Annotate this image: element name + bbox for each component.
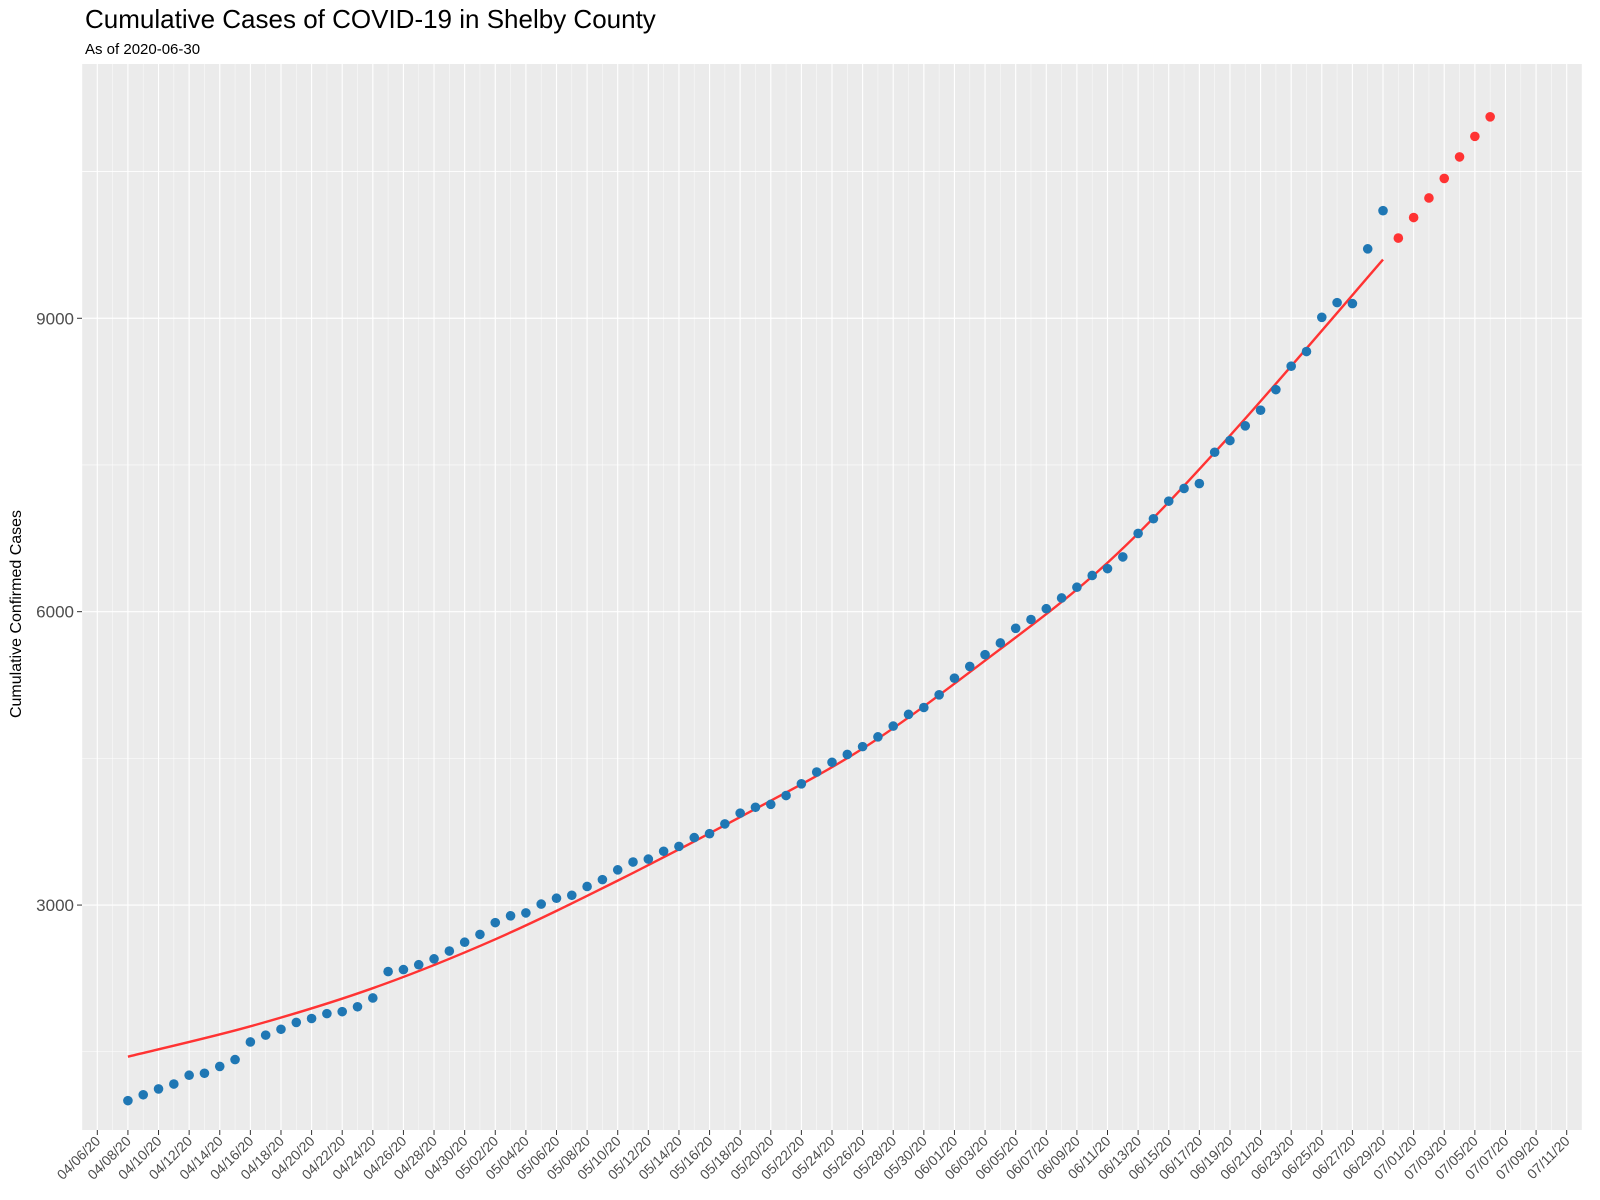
observed-point xyxy=(368,993,378,1003)
observed-point xyxy=(674,841,684,852)
observed-point xyxy=(536,899,546,909)
observed-point xyxy=(337,1006,348,1017)
observed-point xyxy=(138,1089,149,1100)
observed-point xyxy=(1148,513,1159,524)
observed-point xyxy=(1041,603,1052,614)
observed-point xyxy=(720,819,730,829)
observed-point xyxy=(1240,421,1251,431)
observed-point xyxy=(1179,483,1189,494)
chart-subtitle: As of 2020-06-30 xyxy=(85,41,201,58)
observed-point xyxy=(704,828,715,839)
observed-point xyxy=(903,709,914,720)
observed-point xyxy=(689,832,700,843)
observed-point xyxy=(811,767,822,777)
observed-point xyxy=(765,799,776,810)
observed-point xyxy=(1301,346,1312,357)
grid-lines xyxy=(81,64,1583,1130)
observed-point xyxy=(521,908,531,918)
observed-point xyxy=(322,1008,332,1019)
observed-point xyxy=(398,964,409,975)
observed-point xyxy=(123,1095,133,1106)
observed-point xyxy=(1255,405,1266,416)
observed-point xyxy=(352,1001,363,1012)
observed-point xyxy=(383,966,393,977)
observed-point xyxy=(1087,570,1098,581)
observed-point xyxy=(566,890,577,901)
observed-point xyxy=(505,911,516,921)
observed-point xyxy=(1378,205,1388,216)
observed-point xyxy=(964,661,975,672)
observed-point xyxy=(873,732,883,742)
observed-point xyxy=(612,865,623,875)
observed-point xyxy=(658,846,669,857)
observed-point xyxy=(1362,244,1373,254)
observed-point xyxy=(1286,361,1296,371)
forecast-point xyxy=(1424,193,1434,203)
observed-point xyxy=(1194,478,1205,489)
observed-point xyxy=(980,649,990,660)
observed-point xyxy=(475,929,485,940)
observed-point xyxy=(184,1070,194,1081)
observed-point xyxy=(781,790,791,801)
observed-point xyxy=(230,1054,240,1065)
observed-point xyxy=(1209,447,1220,458)
observed-point xyxy=(842,749,853,760)
y-tick-label: 6000 xyxy=(36,603,74,622)
observed-point xyxy=(1271,384,1281,395)
observed-point xyxy=(934,689,944,700)
forecast-point xyxy=(1470,131,1480,142)
observed-point xyxy=(1133,528,1143,539)
observed-point xyxy=(796,778,807,789)
observed-point xyxy=(214,1061,225,1072)
observed-point xyxy=(169,1079,179,1089)
observed-point xyxy=(490,917,501,928)
observed-point xyxy=(429,954,439,964)
observed-point xyxy=(1010,623,1021,634)
observed-point xyxy=(551,893,562,904)
observed-point xyxy=(949,673,960,683)
observed-point xyxy=(444,946,455,956)
observed-point xyxy=(1118,552,1128,562)
observed-point xyxy=(919,702,929,713)
observed-point xyxy=(1332,297,1342,308)
forecast-point xyxy=(1485,112,1495,122)
observed-point xyxy=(1102,563,1113,574)
observed-point xyxy=(582,881,592,892)
observed-point xyxy=(291,1017,302,1028)
forecast-point xyxy=(1454,152,1465,162)
observed-point xyxy=(597,874,608,885)
data-points xyxy=(123,112,1495,1106)
observed-point xyxy=(1026,614,1036,625)
observed-point xyxy=(153,1084,164,1094)
forecast-point xyxy=(1393,233,1404,243)
observed-point xyxy=(995,638,1006,648)
y-tick-label: 9000 xyxy=(36,309,74,328)
y-tick-label: 3000 xyxy=(36,896,74,915)
observed-point xyxy=(1347,298,1358,309)
forecast-point xyxy=(1408,212,1419,223)
chart-title: Cumulative Cases of COVID-19 in Shelby C… xyxy=(85,4,656,34)
observed-point xyxy=(643,854,654,864)
observed-point xyxy=(276,1024,286,1035)
observed-point xyxy=(1056,593,1067,603)
observed-point xyxy=(735,808,745,818)
observed-point xyxy=(1225,435,1235,446)
y-axis-title: Cumulative Confirmed Cases xyxy=(8,510,25,718)
observed-point xyxy=(306,1013,317,1024)
observed-point xyxy=(628,857,638,867)
observed-point xyxy=(888,721,899,731)
observed-point xyxy=(1163,496,1174,506)
observed-point xyxy=(413,959,424,970)
observed-point xyxy=(857,741,868,752)
observed-point xyxy=(459,937,470,948)
observed-point xyxy=(1316,312,1327,323)
observed-point xyxy=(1072,582,1082,593)
observed-point xyxy=(827,757,837,768)
observed-point xyxy=(750,802,761,813)
observed-point xyxy=(245,1037,256,1047)
observed-point xyxy=(260,1030,271,1040)
observed-point xyxy=(199,1068,210,1079)
forecast-point xyxy=(1439,173,1450,184)
